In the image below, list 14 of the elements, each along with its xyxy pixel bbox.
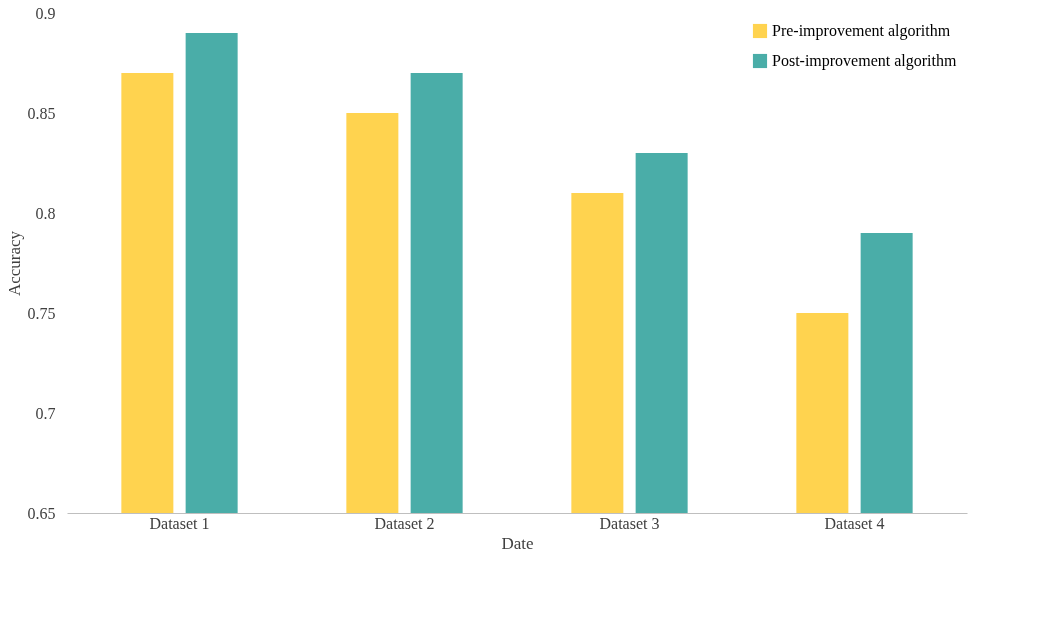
y-tick-label: 0.85: [27, 104, 56, 122]
x-tick-label: Dataset 2: [374, 514, 435, 532]
legend-label: Post-improvement algorithm: [772, 52, 957, 70]
x-tick-label: Dataset 4: [824, 514, 885, 532]
x-tick-label: Dataset 1: [149, 514, 210, 532]
x-axis-title: Date: [501, 533, 534, 553]
y-tick-label: 0.8: [35, 204, 56, 222]
y-tick-label: 0.9: [35, 4, 56, 22]
y-axis-title: Accuracy: [4, 230, 24, 297]
legend-label: Pre-improvement algorithm: [772, 22, 951, 40]
y-tick-label: 0.7: [35, 404, 56, 422]
y-tick-label: 0.75: [27, 304, 56, 322]
y-tick-label: 0.65: [27, 504, 56, 522]
x-tick-label: Dataset 3: [599, 514, 660, 532]
